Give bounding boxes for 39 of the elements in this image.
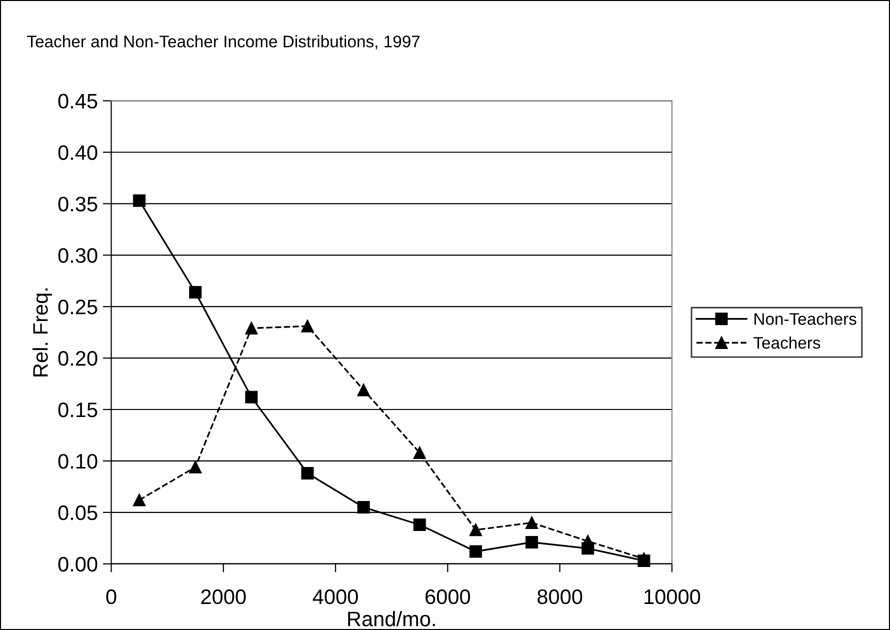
point xyxy=(133,194,146,207)
x-tick-label: 4000 xyxy=(312,589,358,604)
y-axis-title: Rel. Freq. xyxy=(32,288,52,376)
point xyxy=(526,516,538,529)
y-tick-label: 0.10 xyxy=(58,454,98,469)
legend-label: Teachers xyxy=(754,336,820,349)
point xyxy=(301,320,314,332)
point xyxy=(526,536,538,548)
y-tick-label: 0.40 xyxy=(58,145,98,160)
x-tick-label: 2000 xyxy=(201,589,246,604)
y-tick-label: 0.05 xyxy=(58,505,98,520)
point xyxy=(189,460,202,474)
point xyxy=(638,554,650,568)
point xyxy=(301,467,314,480)
point xyxy=(357,384,370,396)
point xyxy=(133,494,146,506)
point xyxy=(469,545,482,558)
y-tick-label: 0.20 xyxy=(58,351,98,366)
x-axis-title: Rand/mo. xyxy=(348,611,435,626)
point xyxy=(245,322,258,334)
y-tick-label: 0.35 xyxy=(58,196,98,212)
point xyxy=(245,390,258,404)
point xyxy=(189,286,202,298)
x-tick-label: 0 xyxy=(106,589,116,604)
y-tick-label: 0.45 xyxy=(58,94,98,109)
legend-label: Non-Teachers xyxy=(754,312,856,325)
chart-title: Teacher and Non-Teacher Income Distributions, 1997 xyxy=(27,35,420,50)
y-tick-label: 0.00 xyxy=(58,556,98,572)
y-tick-label: 0.30 xyxy=(58,248,98,263)
point xyxy=(469,524,482,536)
x-tick-label: 8000 xyxy=(538,589,582,604)
point xyxy=(413,518,426,531)
x-tick-label: 10000 xyxy=(644,589,700,604)
point xyxy=(357,501,370,514)
point xyxy=(413,446,426,459)
point xyxy=(582,542,594,555)
y-tick-label: 0.25 xyxy=(58,300,98,314)
x-tick-label: 6000 xyxy=(426,589,470,604)
y-tick-label: 0.15 xyxy=(58,402,98,418)
